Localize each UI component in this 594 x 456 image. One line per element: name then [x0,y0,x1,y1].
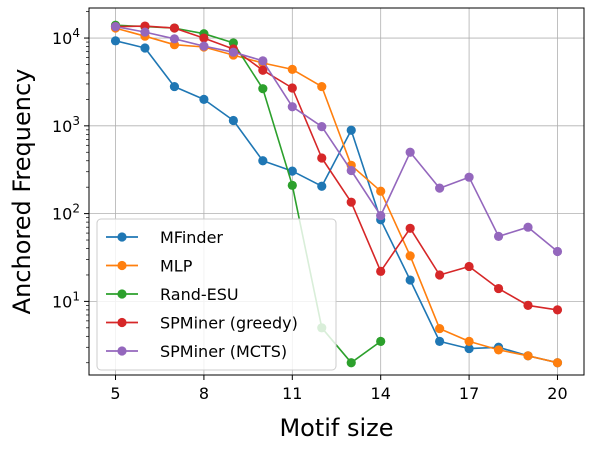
y-tick-label: 101 [52,289,80,311]
y-tick-label: 103 [52,114,80,136]
x-tick-label: 8 [199,384,209,403]
data-point [464,172,474,182]
legend-marker [117,317,127,328]
data-point [346,165,356,176]
data-point [464,343,474,354]
legend-item: Rand-ESU [106,285,239,304]
data-point [199,94,209,105]
legend-marker [117,260,127,271]
legend-label: MLP [160,257,193,276]
series-line [115,25,559,253]
series-line [115,25,558,311]
legend-label: SPMiner (greedy) [160,314,298,333]
legend-label: MFinder [160,228,223,247]
data-point [405,147,415,157]
series-lines [110,20,563,368]
data-point [317,122,327,132]
data-point [435,336,445,347]
data-point [346,358,356,368]
data-point [287,180,297,190]
y-tick-label: 104 [52,26,80,48]
x-tick-label: 14 [371,384,391,403]
data-point [199,33,209,43]
y-axis-title: Anchored Frequency [8,69,36,315]
data-point [346,197,356,207]
data-point [287,102,297,112]
data-point [228,115,238,126]
data-point [140,27,150,37]
data-point [376,210,386,221]
data-point [346,125,356,135]
x-tick-label: 11 [282,384,302,403]
data-point [376,266,386,276]
data-point [552,305,563,315]
x-tick-label: 17 [459,384,479,403]
data-point [258,65,268,75]
data-point [376,336,386,347]
data-point [110,36,121,46]
data-point [228,47,238,57]
data-point [317,153,327,163]
data-point [199,41,209,51]
data-point [523,222,533,232]
data-point [317,181,327,191]
data-point [317,81,327,92]
data-point [435,183,445,193]
legend-item: SPMiner (greedy) [106,314,298,333]
axis-ticks: 5 8 11 14 17 20 101 102 103 104 [52,11,568,403]
data-point [464,261,474,272]
legend-item: MLP [106,257,193,276]
data-point [405,223,415,233]
plot-frame [88,7,585,376]
legend: MFinder MLP Rand-ESU SPMiner (greedy) SPMine… [96,218,337,371]
data-point [169,81,180,92]
data-point [552,246,563,257]
data-point [169,34,180,44]
legend-box [96,218,337,371]
data-point [435,270,445,280]
data-point [258,56,268,66]
data-point [140,43,150,53]
legend-item: SPMiner (MCTS) [106,342,287,361]
data-point [405,275,415,285]
data-point [169,23,180,33]
x-tick-label: 5 [110,384,120,403]
legend-item: MFinder [106,228,223,247]
data-point [523,351,533,361]
data-point [552,358,563,368]
legend-marker [117,289,127,299]
data-point [287,166,297,176]
data-point [110,22,121,32]
series-group [110,22,563,257]
legend-marker [117,346,127,356]
data-point [523,300,533,311]
data-point [435,323,445,334]
data-point [258,84,268,94]
x-axis-title: Motif size [279,414,393,442]
legend-marker [117,232,127,242]
y-tick-label: 102 [52,202,80,224]
data-point [258,156,268,166]
data-point [493,345,504,355]
series-line [115,40,558,364]
legend-label: Rand-ESU [160,285,239,304]
data-point [376,186,386,196]
series-group [110,36,563,368]
data-point [464,336,474,347]
data-point [287,64,297,74]
series-line [115,27,558,364]
data-point [493,283,504,294]
data-point [287,83,297,93]
data-point [405,251,415,261]
data-point [493,231,504,242]
x-tick-label: 20 [547,384,567,403]
legend-label: SPMiner (MCTS) [160,342,287,361]
